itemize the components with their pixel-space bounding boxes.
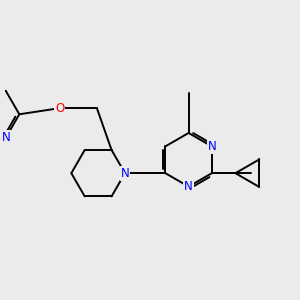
Text: O: O bbox=[55, 102, 64, 115]
Text: N: N bbox=[2, 131, 10, 144]
Text: N: N bbox=[121, 167, 129, 180]
Text: N: N bbox=[207, 140, 216, 153]
Text: N: N bbox=[184, 180, 193, 193]
